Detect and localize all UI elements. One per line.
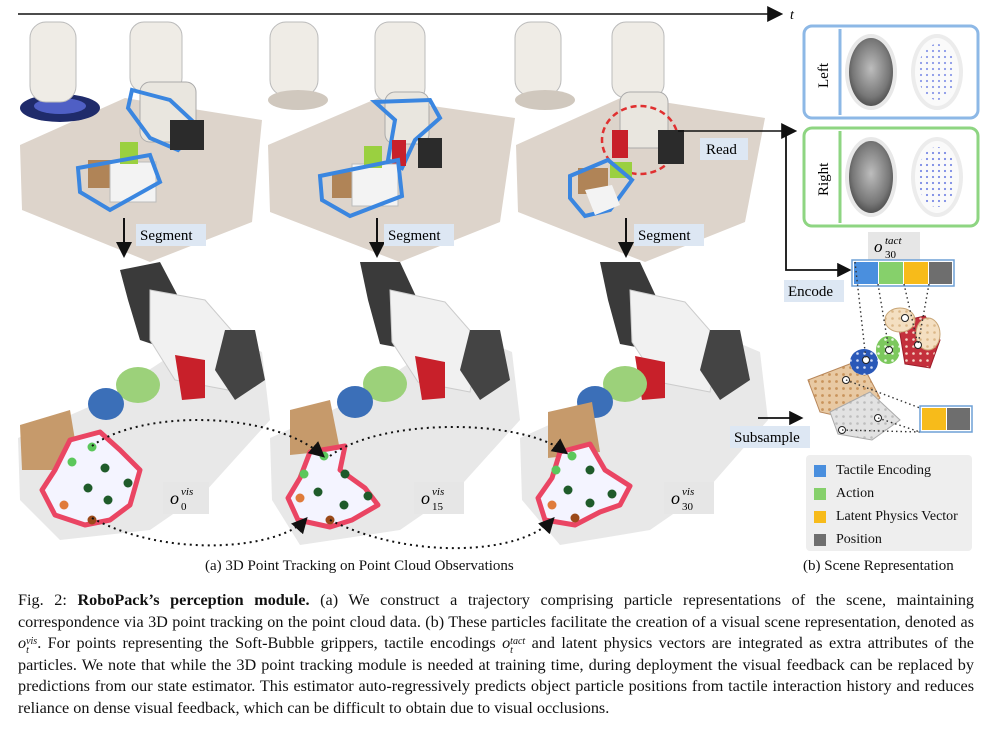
- svg-text:vis: vis: [682, 486, 694, 498]
- point-cloud-1: [18, 262, 270, 540]
- particle-representation: [807, 261, 973, 441]
- legend-label-tactile: Tactile Encoding: [836, 463, 932, 478]
- svg-text:30: 30: [885, 249, 897, 261]
- read-label: Read: [706, 142, 737, 158]
- svg-text:tact: tact: [885, 235, 902, 247]
- segment-label-1: Segment: [140, 228, 193, 244]
- robot-scene-1: [20, 21, 262, 262]
- enc-cell-latent: [904, 262, 928, 284]
- legend-swatch-position: [814, 534, 826, 546]
- object-outline-2: [285, 443, 381, 530]
- legend-label-latent: Latent Physics Vector: [836, 509, 958, 524]
- vis-label-30: o vis 30: [664, 482, 714, 514]
- enc-cell-position: [929, 262, 952, 284]
- tracking-trajectories: [91, 419, 569, 550]
- vis-label-15: o vis 15: [414, 482, 464, 514]
- svg-text:vis: vis: [432, 486, 444, 498]
- point-cloud-3: [520, 262, 768, 545]
- legend-item-action: Action: [814, 485, 874, 503]
- object-outline-3: [535, 441, 633, 528]
- svg-text:15: 15: [432, 501, 444, 513]
- left-label: Left: [816, 62, 832, 88]
- legend-swatch-tactile: [814, 465, 826, 477]
- caption-title: RoboPack’s perception module.: [77, 591, 310, 609]
- caption-symbol-vis: o vis t: [18, 634, 38, 656]
- legend-swatch-action: [814, 488, 826, 500]
- caption-part-1: (a) We construct a trajectory comprising…: [18, 591, 975, 631]
- robot-scene-2: [268, 21, 515, 262]
- legend-label-position: Position: [836, 532, 882, 547]
- vis-label-0: o vis 0: [163, 482, 209, 514]
- segment-label-3: Segment: [638, 228, 691, 244]
- caption-prefix: Fig. 2:: [18, 591, 78, 609]
- svg-text:o: o: [874, 237, 883, 256]
- robot-scene-3: [514, 21, 765, 262]
- tactile-panel-left: Left: [802, 24, 980, 120]
- svg-text:o: o: [671, 488, 680, 508]
- encode-label: Encode: [788, 284, 833, 300]
- segment-label-2: Segment: [388, 228, 441, 244]
- caption-part-2: . For points representing the Soft-Bubbl…: [37, 634, 503, 652]
- point-cloud-2: [270, 262, 520, 545]
- legend-item-position: Position: [814, 531, 882, 549]
- legend-swatch-latent: [814, 511, 826, 523]
- right-label: Right: [816, 162, 832, 196]
- svg-text:vis: vis: [181, 486, 193, 498]
- encode-connector: [785, 131, 852, 278]
- figure-caption: Fig. 2: RoboPack’s perception module. (a…: [18, 590, 974, 719]
- encoding-vector: [851, 259, 955, 287]
- subsample-label: Subsample: [734, 430, 800, 446]
- subcaption-b: (b) Scene Representation: [803, 558, 954, 574]
- caption-part-3: and latent physics vectors are integrate…: [18, 634, 974, 717]
- tactile-panel-right: Right: [802, 126, 980, 228]
- particle-cell-latent: [922, 408, 946, 430]
- subcaption-a: (a) 3D Point Tracking on Point Cloud Obs…: [205, 558, 514, 574]
- legend-item-tactile: Tactile Encoding: [814, 462, 931, 480]
- svg-text:o: o: [421, 488, 430, 508]
- svg-text:30: 30: [682, 501, 694, 513]
- figure: t: [18, 6, 980, 550]
- legend: Tactile Encoding Action Latent Physics V…: [806, 455, 972, 551]
- legend-label-action: Action: [836, 486, 875, 501]
- enc-cell-action: [879, 262, 903, 284]
- particle-cell-position: [947, 408, 970, 430]
- legend-item-latent: Latent Physics Vector: [814, 508, 958, 526]
- caption-symbol-tact: o tact t: [502, 634, 526, 656]
- segment-arrows: [116, 218, 634, 258]
- svg-text:o: o: [170, 488, 179, 508]
- enc-cell-tactile: [854, 262, 878, 284]
- tactile-observation-label: o tact 30: [868, 232, 920, 261]
- time-axis-label: t: [790, 8, 795, 23]
- svg-text:0: 0: [181, 501, 187, 513]
